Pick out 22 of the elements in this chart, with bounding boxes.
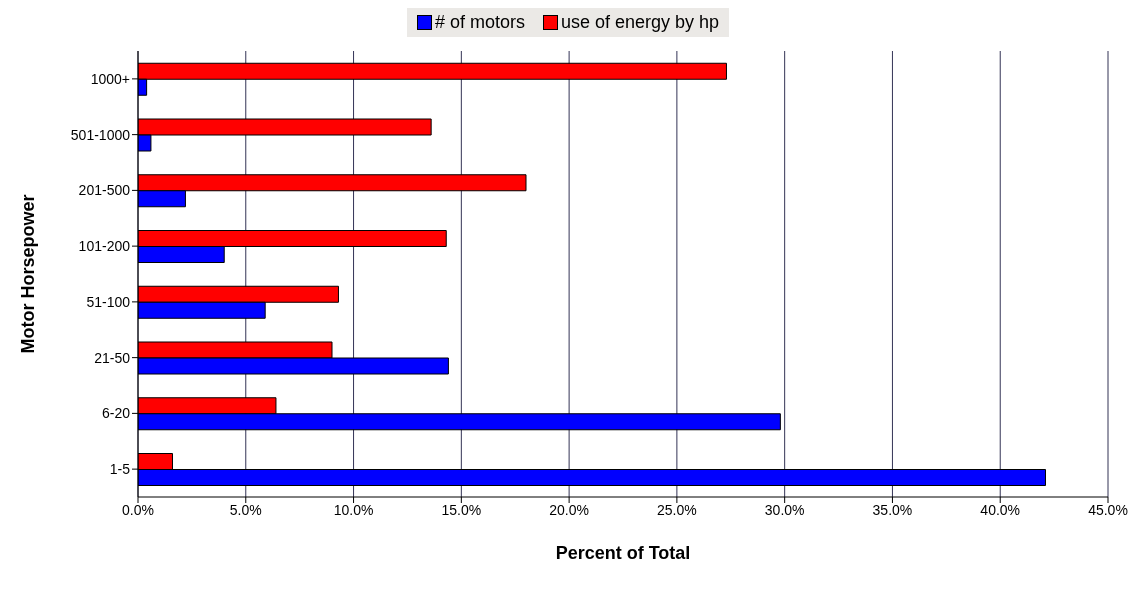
x-tick-label: 0.0% bbox=[122, 501, 154, 518]
x-tick-label: 40.0% bbox=[980, 501, 1021, 518]
legend-label: use of energy by hp bbox=[559, 12, 720, 33]
x-tick-label: 30.0% bbox=[764, 501, 805, 518]
x-tick-label: 20.0% bbox=[549, 501, 589, 518]
y-tick-label: 1-5 bbox=[109, 461, 131, 478]
x-tick-label: 35.0% bbox=[872, 501, 913, 518]
x-tick-label: 5.0% bbox=[229, 501, 262, 518]
y-axis-title: Motor Horsepower bbox=[18, 194, 39, 354]
x-tick-label: 15.0% bbox=[441, 501, 482, 518]
x-tick-label: 25.0% bbox=[657, 501, 697, 518]
y-tick-label: 1000+ bbox=[90, 70, 130, 87]
x-axis-title: Percent of Total bbox=[555, 543, 691, 563]
y-tick-label: 101-200 bbox=[78, 238, 131, 255]
y-tick-label: 21-50 bbox=[94, 349, 131, 366]
y-tick-label: 6-20 bbox=[101, 405, 131, 422]
y-tick-label: 51-100 bbox=[86, 293, 131, 310]
y-tick-label: 501-1000 bbox=[70, 126, 131, 143]
x-tick-label: 10.0% bbox=[333, 501, 374, 518]
legend-label: # of motors bbox=[433, 12, 525, 33]
y-tick-label: 201-500 bbox=[78, 182, 131, 199]
x-tick-label: 45.0% bbox=[1088, 501, 1128, 518]
